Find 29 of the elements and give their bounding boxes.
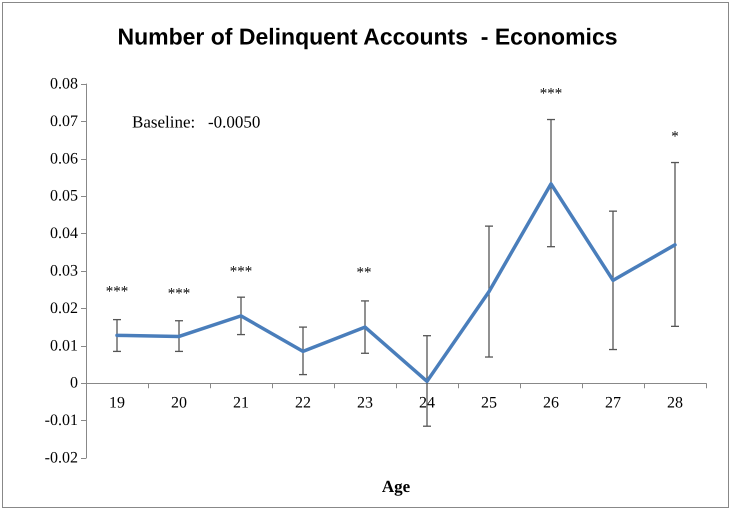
y-tick-label: -0.01: [44, 412, 78, 430]
y-tick-label: 0.04: [50, 225, 78, 242]
annotation: ***: [106, 284, 128, 300]
y-tick-label: 0.01: [50, 337, 78, 354]
y-tick-label: 0.02: [50, 300, 78, 317]
annotation: ***: [230, 264, 252, 280]
x-axis-title: Age: [382, 477, 411, 496]
x-tick-label: 25: [481, 394, 497, 412]
y-tick-label: 0.03: [50, 262, 78, 280]
x-tick-label: 22: [295, 394, 311, 412]
y-tick-label: 0.07: [50, 112, 78, 130]
x-tick-label: 27: [605, 394, 621, 412]
annotation: *: [671, 129, 679, 145]
chart-title: Number of Delinquent Accounts - Economics: [117, 24, 618, 50]
x-tick-label: 20: [171, 394, 187, 412]
y-tick-label: 0.08: [50, 76, 78, 92]
annotation: **: [356, 265, 372, 281]
x-tick-label: 23: [357, 394, 373, 412]
x-tick-label: 19: [109, 394, 125, 412]
x-tick-label: 21: [233, 394, 249, 412]
annotation: Baseline: -0.0050: [132, 112, 260, 132]
x-tick-label: 26: [543, 394, 559, 412]
y-tick-label: 0.05: [50, 188, 78, 205]
y-tick-label: 0.06: [50, 150, 78, 168]
annotation: ***: [540, 86, 562, 102]
y-tick-label: 0: [70, 374, 78, 392]
annotation: ***: [168, 286, 190, 302]
y-tick-label: -0.02: [44, 450, 78, 466]
x-tick-label: 28: [667, 394, 683, 412]
